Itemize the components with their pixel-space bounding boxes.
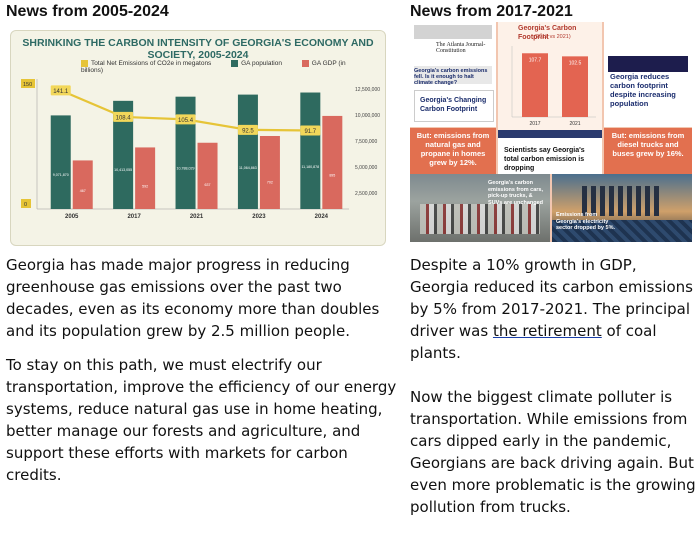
gdp-bar bbox=[259, 135, 280, 209]
caption-electric: Emissions from Georgia's electricity sec… bbox=[556, 212, 615, 231]
right-heading: News from 2017-2021 bbox=[410, 3, 573, 20]
emissions-point bbox=[300, 125, 321, 136]
gdp-bar bbox=[197, 142, 218, 209]
right-tick-label: 10,000,000 bbox=[355, 113, 380, 119]
right-paragraph-1: Despite a 10% growth in GDP, Georgia red… bbox=[410, 256, 693, 362]
chart-plot: 12,500,000 10,000,000 7,500,000 5,000,000 2,… bbox=[21, 79, 380, 220]
right-tick-label: 7,500,000 bbox=[355, 139, 377, 145]
emissions-data-label: 92.5 bbox=[242, 128, 254, 134]
left-heading: News from 2005-2024 bbox=[6, 3, 169, 20]
caption-changing: Georgia's Changing Carbon Footprint bbox=[420, 97, 487, 113]
emissions-data-label: 141.1 bbox=[53, 89, 69, 95]
retirement-link[interactable]: the retirement bbox=[492, 322, 602, 340]
mini-bar-label: 102.5 bbox=[569, 60, 582, 66]
mini-bar-label: 107.7 bbox=[529, 57, 542, 63]
gdp-bar bbox=[322, 115, 343, 209]
caption-reduces: Georgia reduces carbon footprint despite… bbox=[610, 72, 676, 108]
legend-gdp: GA GDP (in billions) bbox=[81, 60, 346, 75]
population-bar bbox=[237, 94, 258, 209]
tile-city-photo: Emissions from Georgia's electricity sec… bbox=[552, 174, 692, 242]
x-tick-label: 2017 bbox=[127, 214, 141, 220]
population-data-label: 11,064,863 bbox=[239, 166, 257, 170]
population-data-label: 10,413,055 bbox=[114, 168, 132, 172]
tile-reduces: Georgia reduces carbon footprint despite… bbox=[604, 22, 692, 127]
collage-chart-subtitle: (2017 vs 2021) bbox=[534, 34, 571, 40]
left-column: News from 2005-2024 bbox=[6, 0, 396, 26]
left-paragraph-1: Georgia has made major progress in reduc… bbox=[6, 256, 380, 340]
right-tick-label: 2,500,000 bbox=[355, 191, 377, 197]
chart-title: SHRINKING THE CARBON INTENSITY OF GEORGI… bbox=[22, 37, 374, 61]
emissions-data-label: 105.4 bbox=[178, 118, 194, 124]
legend-emissions: Total Net Emissions of CO2e in megatons bbox=[81, 60, 211, 67]
tile-gas: But: emissions from natural gas and prop… bbox=[410, 128, 496, 174]
mini-bar bbox=[562, 56, 588, 117]
collage-chart-title: Georgia's Carbon Footprint bbox=[518, 25, 577, 41]
gdp-data-label: 592 bbox=[142, 184, 148, 188]
population-data-label: 9,071,870 bbox=[53, 173, 69, 177]
caption-coal: Georgia's carbon emissions fell. Is it e… bbox=[414, 68, 488, 86]
x-tick-label: 2024 bbox=[315, 214, 329, 220]
gdp-data-label: 895 bbox=[329, 173, 335, 177]
left-paragraph-2: To stay on this path, we must electrify … bbox=[6, 356, 397, 484]
mini-bar bbox=[522, 53, 548, 117]
population-data-label: 11,180,878 bbox=[301, 165, 319, 169]
gdp-data-label: 702 bbox=[267, 180, 273, 184]
right-tick-label: 12,500,000 bbox=[355, 87, 380, 93]
x-tick-label: 2023 bbox=[252, 214, 266, 220]
caption-scientists: Scientists say Georgia's total carbon em… bbox=[504, 147, 585, 172]
mini-year-label: 2021 bbox=[569, 121, 580, 127]
gdp-bar bbox=[135, 147, 156, 209]
left-text: Georgia has made major progress in reduc… bbox=[6, 254, 398, 486]
population-bar bbox=[50, 115, 71, 209]
right-tick-label: 5,000,000 bbox=[355, 165, 377, 171]
carbon-intensity-chart: SHRINKING THE CARBON INTENSITY OF GEORGI… bbox=[10, 30, 386, 246]
x-tick-label: 2021 bbox=[190, 214, 204, 220]
emissions-data-label: 108.4 bbox=[116, 115, 132, 121]
population-bar bbox=[175, 96, 196, 209]
gdp-data-label: 637 bbox=[205, 183, 211, 187]
emissions-point bbox=[50, 85, 71, 96]
emissions-point bbox=[175, 114, 196, 125]
mini-year-label: 2017 bbox=[529, 121, 540, 127]
tile-newspaper: The Atlanta Journal-Constitution Georgia… bbox=[410, 22, 496, 127]
right-text: Despite a 10% growth in GDP, Georgia red… bbox=[410, 254, 696, 518]
gdp-bar bbox=[72, 160, 93, 209]
tile-scientists: Scientists say Georgia's total carbon em… bbox=[498, 130, 602, 174]
tile-footprint-chart: Georgia's Carbon Footprint (2017 vs 2021… bbox=[498, 22, 602, 130]
gdp-data-label: 467 bbox=[80, 189, 86, 193]
caption-gas: But: emissions from natural gas and prop… bbox=[416, 131, 490, 167]
tile-traffic-photo: Georgia's carbon emissions from cars, pi… bbox=[410, 174, 550, 242]
left-tick-label: 0 bbox=[24, 202, 27, 208]
left-tick-box bbox=[21, 79, 35, 88]
right-paragraph-2: Now the biggest climate polluter is tran… bbox=[410, 388, 696, 516]
population-data-label: 10,788,029 bbox=[177, 167, 195, 171]
emissions-data-label: 91.7 bbox=[304, 129, 316, 135]
right-column: News from 2017-2021 bbox=[410, 0, 695, 26]
chart-legend: Total Net Emissions of CO2e in megatons … bbox=[81, 60, 385, 74]
emissions-point bbox=[237, 124, 258, 135]
left-tick-box bbox=[21, 199, 31, 208]
population-bar bbox=[300, 92, 321, 209]
population-bar bbox=[113, 100, 134, 209]
caption-diesel: But: emissions from diesel trucks and bu… bbox=[611, 131, 685, 158]
x-tick-label: 2005 bbox=[65, 214, 79, 220]
legend-population: GA population bbox=[231, 60, 282, 67]
emissions-point bbox=[113, 111, 134, 122]
tile-diesel: But: emissions from diesel trucks and bu… bbox=[604, 128, 692, 174]
caption-traffic: Georgia's carbon emissions from cars, pi… bbox=[488, 180, 544, 206]
collage-mini-chart: 107.7 2017 102.5 2021 bbox=[511, 46, 596, 127]
left-tick-label: 150 bbox=[23, 82, 32, 88]
news-collage: The Atlanta Journal-Constitution Georgia… bbox=[410, 22, 692, 242]
